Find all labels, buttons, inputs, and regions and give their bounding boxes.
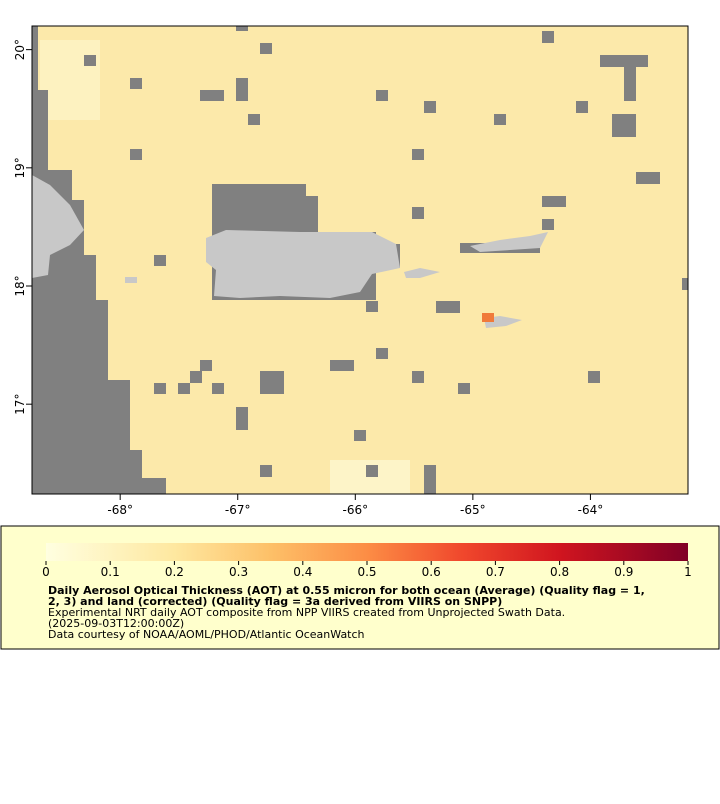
legend-title: 2, 3) and land (corrected) (Quality flag… [48,595,502,608]
colorbar-tick-label: 0.4 [293,565,312,579]
map-area [31,25,689,495]
x-tick-label: -68° [107,503,133,517]
colorbar [46,543,688,561]
no-data-region [32,26,166,494]
colorbar-tick-label: 0.7 [486,565,505,579]
legend-line: Experimental NRT daily AOT composite fro… [48,606,565,619]
axes: -68° -67° -66° -65° -64° 17° 18° 19° 20° [13,39,603,517]
colorbar-tick-label: 0.3 [229,565,248,579]
map-frame [31,25,689,495]
x-tick-label: -67° [225,503,251,517]
colorbar-tick-label: 0.5 [357,565,376,579]
colorbar-tick-label: 0.6 [422,565,441,579]
no-data-cells [84,26,688,494]
land-virgin-islands [470,232,548,252]
x-tick-label: -66° [342,503,368,517]
land-hispaniola [32,175,84,278]
y-tick-label: 18° [13,275,27,296]
legend: 0 0.1 0.2 0.3 0.4 0.5 0.6 0.7 0.8 0.9 1 Daily Aeros… [42,561,692,641]
colorbar-tick-label: 0.1 [101,565,120,579]
high-aot-cell [482,313,494,322]
land-mona [125,277,137,283]
legend-line: Data courtesy of NOAA/AOML/PHOD/Atlantic… [48,628,365,641]
aot-field-light [40,40,100,120]
colorbar-tick-label: 0 [42,565,50,579]
colorbar-tick-label: 0.9 [614,565,633,579]
colorbar-tick-label: 0.8 [550,565,569,579]
legend-title: Daily Aerosol Optical Thickness (AOT) at… [48,584,645,597]
land-puerto-rico [206,230,400,298]
x-tick-label: -65° [460,503,486,517]
land-vieques [404,268,440,278]
y-tick-label: 19° [13,157,27,178]
y-tick-label: 20° [13,39,27,60]
colorbar-tick-label: 1 [684,565,692,579]
y-tick-label: 17° [13,394,27,415]
legend-line: (2025-09-03T12:00:00Z) [48,617,184,630]
colorbar-tick-label: 0.2 [165,565,184,579]
x-tick-label: -64° [578,503,604,517]
